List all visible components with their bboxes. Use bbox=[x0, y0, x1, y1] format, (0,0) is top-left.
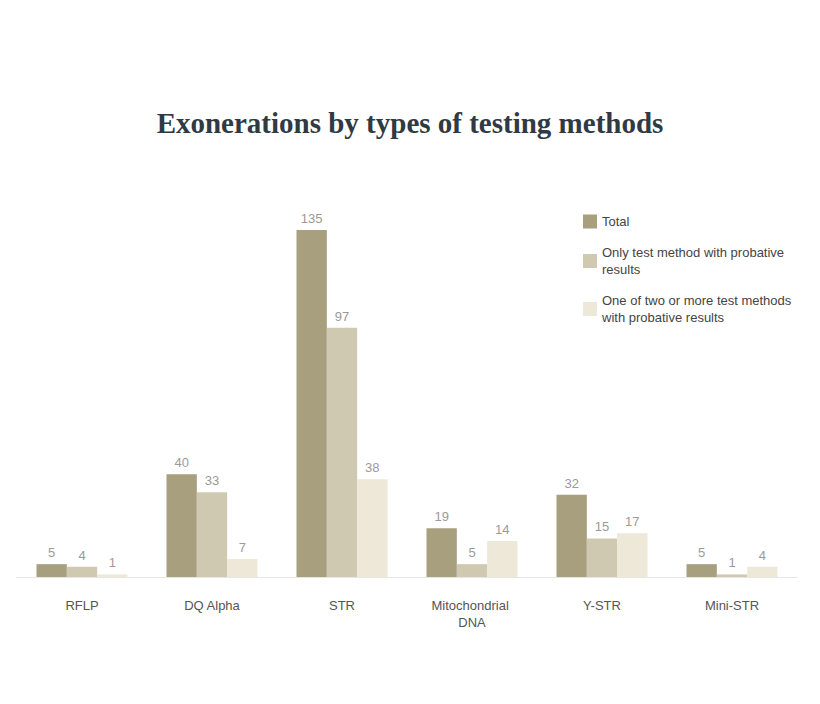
svg-text:STR: STR bbox=[329, 598, 355, 613]
svg-text:32: 32 bbox=[564, 476, 578, 491]
svg-text:17: 17 bbox=[625, 514, 639, 529]
svg-text:7: 7 bbox=[239, 540, 246, 555]
svg-text:Mini-STR: Mini-STR bbox=[705, 598, 759, 613]
svg-text:40: 40 bbox=[174, 455, 188, 470]
svg-text:RFLP: RFLP bbox=[65, 598, 98, 613]
svg-text:Total: Total bbox=[602, 214, 630, 229]
svg-text:results: results bbox=[602, 262, 641, 277]
svg-text:Mitochondrial: Mitochondrial bbox=[432, 598, 513, 613]
svg-text:38: 38 bbox=[365, 460, 379, 475]
svg-text:33: 33 bbox=[205, 473, 219, 488]
svg-text:5: 5 bbox=[468, 545, 475, 560]
svg-text:DQ Alpha: DQ Alpha bbox=[184, 598, 240, 613]
svg-text:19: 19 bbox=[434, 509, 448, 524]
svg-text:5: 5 bbox=[48, 545, 55, 560]
svg-text:97: 97 bbox=[335, 309, 349, 324]
svg-text:One of two or more test method: One of two or more test methods bbox=[602, 293, 795, 308]
svg-text:Y-STR: Y-STR bbox=[583, 598, 621, 613]
svg-text:14: 14 bbox=[495, 522, 509, 537]
svg-text:DNA: DNA bbox=[458, 615, 486, 630]
svg-text:135: 135 bbox=[301, 211, 323, 226]
svg-text:Only test method with probativ: Only test method with probative bbox=[602, 245, 788, 260]
svg-text:1: 1 bbox=[728, 555, 735, 570]
svg-text:with probative results: with probative results bbox=[601, 310, 725, 325]
svg-text:4: 4 bbox=[759, 548, 766, 563]
svg-text:15: 15 bbox=[595, 519, 609, 534]
svg-text:Exonerations by types of testi: Exonerations by types of testing methods bbox=[157, 107, 664, 139]
svg-text:4: 4 bbox=[78, 548, 85, 563]
svg-text:5: 5 bbox=[698, 545, 705, 560]
svg-text:1: 1 bbox=[109, 555, 116, 570]
